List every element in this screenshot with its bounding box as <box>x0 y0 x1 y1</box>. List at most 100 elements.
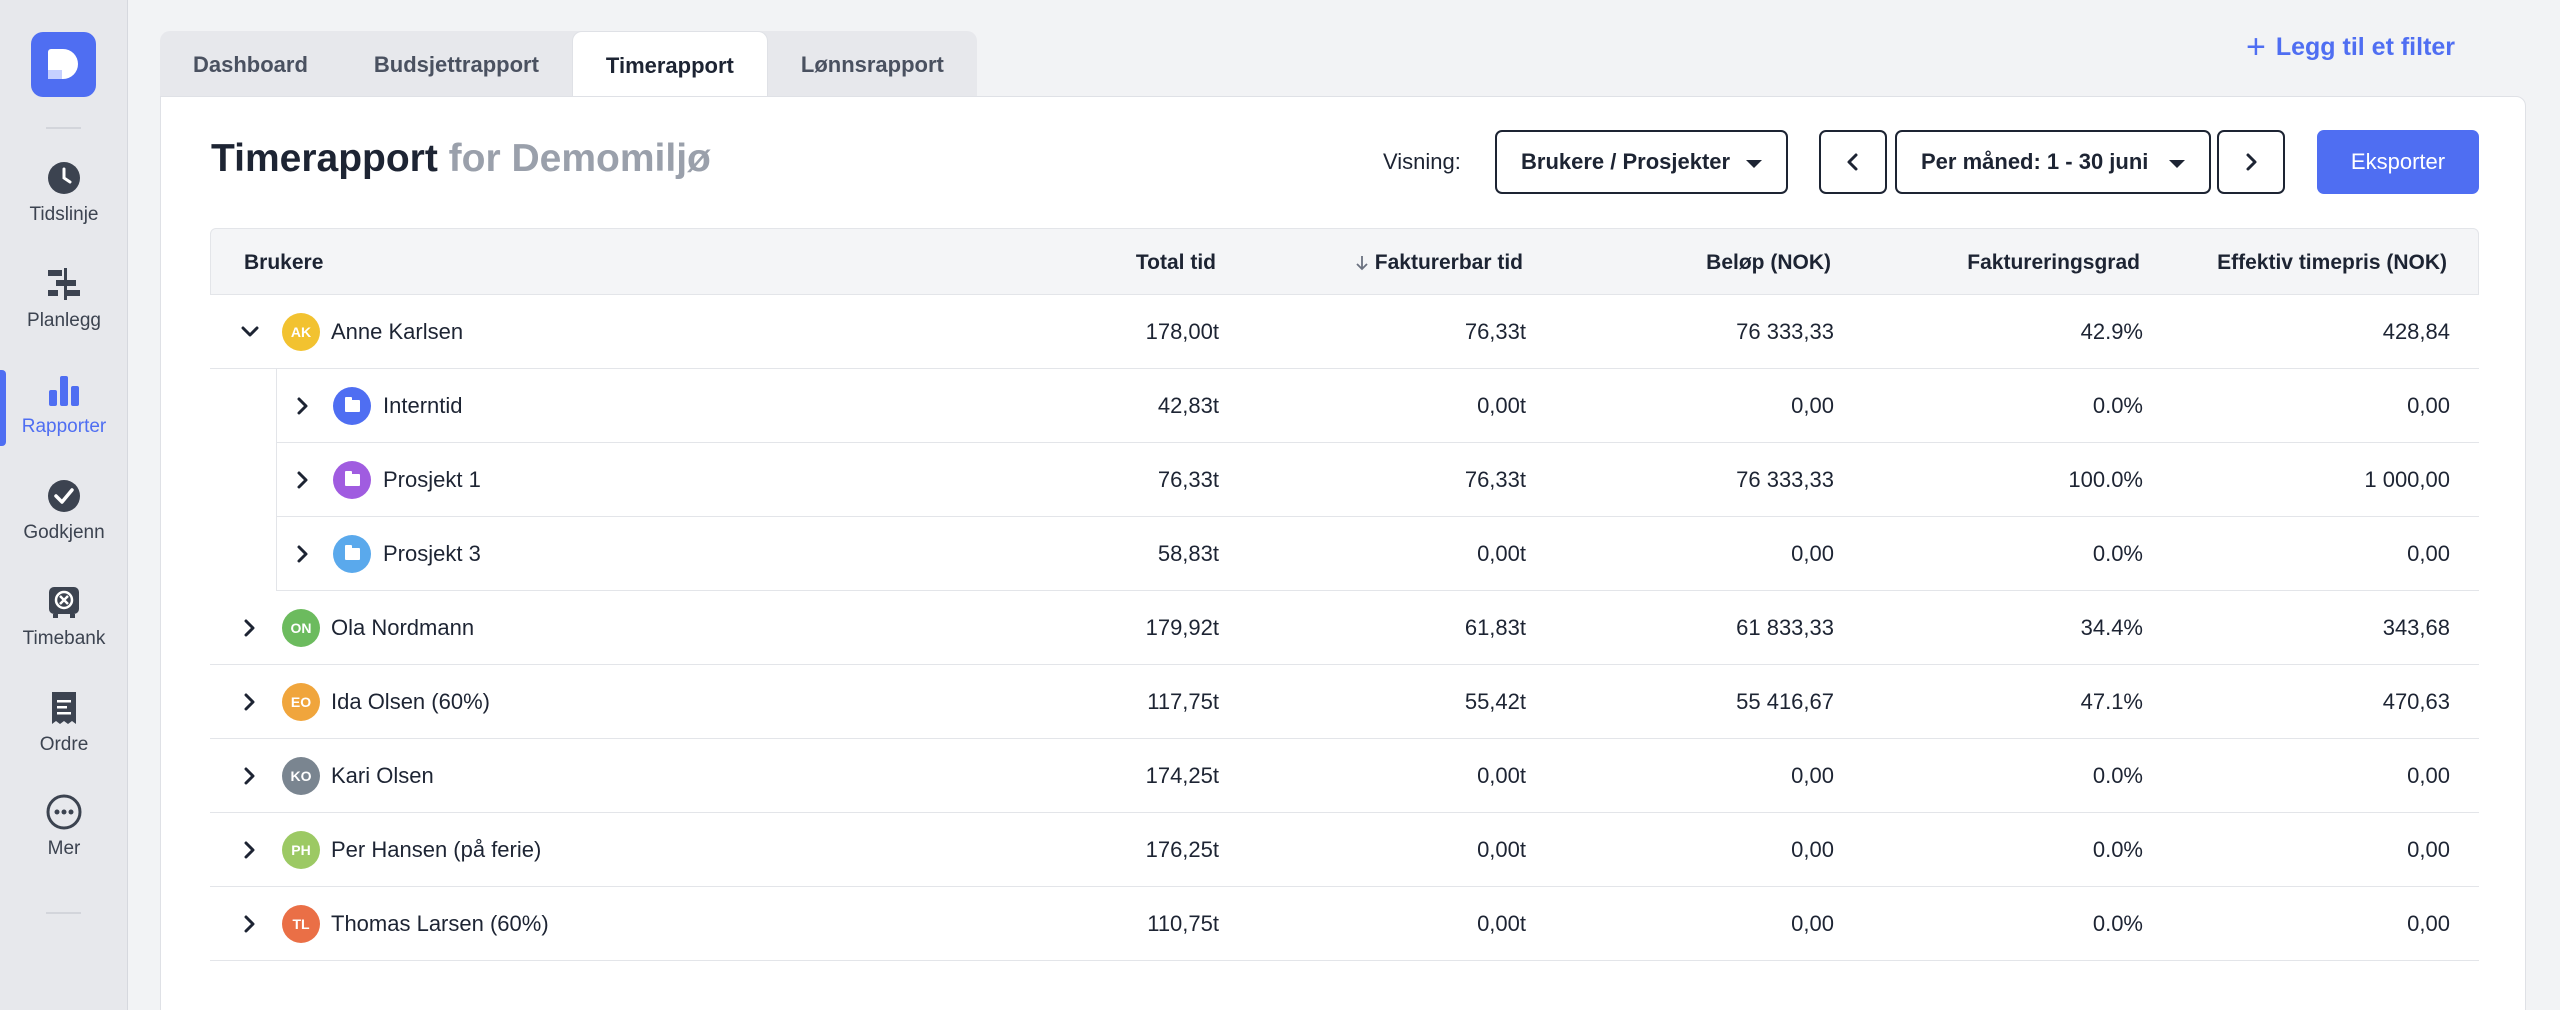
cell-billable: 61,83t <box>1464 615 1526 640</box>
folder-icon <box>333 535 371 573</box>
chevron-right-icon[interactable] <box>239 691 261 713</box>
sidebar-item-label: Rapporter <box>21 416 107 437</box>
report-tabs: Dashboard Budsjettrapport Timerapport Lønns… <box>160 31 977 97</box>
previous-period-button[interactable] <box>1819 130 1887 194</box>
cell-price: 0,00 <box>2407 763 2450 788</box>
cell-amount: 0,00 <box>1791 763 1834 788</box>
sidebar-item-tidslinje[interactable]: Tidslinje <box>0 146 128 246</box>
cell-billable: 0,00t <box>1477 393 1526 418</box>
cell-price: 0,00 <box>2407 541 2450 566</box>
column-header-1[interactable]: Brukere <box>244 229 323 296</box>
sidebar-item-mer[interactable]: Mer <box>0 780 128 880</box>
add-filter-button[interactable]: + Legg til et filter <box>2246 28 2455 67</box>
sidebar-divider <box>46 912 81 914</box>
project-row[interactable]: Interntid 42,83t 0,00t 0,00 0.0% 0,00 <box>276 369 2479 443</box>
cell-rate: 42.9% <box>2080 319 2143 344</box>
cell-amount: 61 833,33 <box>1736 615 1834 640</box>
table-body: AK Anne Karlsen 178,00t 76,33t 76 333,33 42.9… <box>210 295 2479 961</box>
user-row[interactable]: KO Kari Olsen 174,25t 0,00t 0,00 0.0% 0,00 <box>210 739 2479 813</box>
sidebar-item-planlegg[interactable]: Planlegg <box>0 252 128 352</box>
cell-rate: 47.1% <box>2080 689 2143 714</box>
cell-price: 0,00 <box>2407 837 2450 862</box>
folder-glyph <box>345 471 360 486</box>
avatar: PH <box>282 831 320 869</box>
tab-timerapport[interactable]: Timerapport <box>571 31 768 97</box>
cell-amount: 0,00 <box>1791 541 1834 566</box>
user-row[interactable]: TL Thomas Larsen (60%) 110,75t 0,00t 0,00 0.0… <box>210 887 2479 961</box>
cell-amount: 76 333,33 <box>1736 467 1834 492</box>
cell-rate: 0.0% <box>2092 837 2143 862</box>
user-row[interactable]: PH Per Hansen (på ferie) 176,25t 0,00t 0,00 0… <box>210 813 2479 887</box>
visning-label: Visning: <box>1383 149 1461 174</box>
bar-chart-icon <box>46 372 82 408</box>
cell-price: 1 000,00 <box>2364 467 2450 492</box>
app-logo[interactable] <box>31 32 96 97</box>
period-select[interactable]: Per måned: 1 - 30 juni <box>1895 130 2211 194</box>
user-row[interactable]: EO Ida Olsen (60%) 117,75t 55,42t 55 416,67 4… <box>210 665 2479 739</box>
project-row[interactable]: Prosjekt 1 76,33t 76,33t 76 333,33 100.0% 1 0… <box>276 443 2479 517</box>
project-row[interactable]: Prosjekt 3 58,83t 0,00t 0,00 0.0% 0,00 <box>276 517 2479 591</box>
cell-billable: 0,00t <box>1477 763 1526 788</box>
cell-billable: 0,00t <box>1477 837 1526 862</box>
sidebar-item-label: Mer <box>47 838 81 859</box>
user-name: Ola Nordmann <box>331 615 475 640</box>
chevron-right-icon[interactable] <box>239 839 261 861</box>
cell-total: 117,75t <box>1147 689 1219 714</box>
chevron-right-icon[interactable] <box>239 913 261 935</box>
more-icon <box>46 794 82 830</box>
chevron-right-icon[interactable] <box>292 543 314 565</box>
chevron-right-icon[interactable] <box>292 469 314 491</box>
sidebar-item-ordre[interactable]: Ordre <box>0 676 128 776</box>
cell-total: 179,92t <box>1145 615 1219 640</box>
avatar: AK <box>282 313 320 351</box>
chevron-down-icon[interactable] <box>239 321 261 343</box>
column-header-5[interactable]: Faktureringsgrad <box>1967 229 2140 296</box>
avatar: KO <box>282 757 320 795</box>
clock-icon <box>46 160 82 196</box>
column-header-2[interactable]: Total tid <box>1136 229 1216 296</box>
cell-rate: 100.0% <box>2068 467 2143 492</box>
cell-billable: 0,00t <box>1477 911 1526 936</box>
column-header-label: Beløp (NOK) <box>1706 251 1831 274</box>
plan-icon <box>46 266 82 302</box>
user-row[interactable]: ON Ola Nordmann 179,92t 61,83t 61 833,33 34.4… <box>210 591 2479 665</box>
tab-budsjettrapport[interactable]: Budsjettrapport <box>373 52 539 77</box>
sidebar-item-label: Tidslinje <box>29 204 99 225</box>
receipt-icon <box>46 690 82 726</box>
cell-amount: 76 333,33 <box>1736 319 1834 344</box>
add-filter-label: Legg til et filter <box>2275 33 2456 61</box>
sidebar: Tidslinje Planlegg Rapporter Godkjenn Timeba… <box>0 0 128 1010</box>
chevron-right-icon[interactable] <box>292 395 314 417</box>
view-select-value: Brukere / Prosjekter <box>1521 149 1731 174</box>
column-header-6[interactable]: Effektiv timepris (NOK) <box>2217 229 2447 296</box>
folder-icon <box>333 461 371 499</box>
chevron-left-icon <box>1847 153 1858 171</box>
user-row[interactable]: AK Anne Karlsen 178,00t 76,33t 76 333,33 42.9… <box>210 295 2479 369</box>
user-name: Per Hansen (på ferie) <box>331 837 542 862</box>
chevron-down-icon <box>2169 160 2185 168</box>
next-period-button[interactable] <box>2217 130 2285 194</box>
cell-rate: 34.4% <box>2080 615 2143 640</box>
cell-billable: 76,33t <box>1464 319 1526 344</box>
check-circle-icon <box>46 478 82 514</box>
sidebar-item-timebank[interactable]: Timebank <box>0 570 128 670</box>
cell-total: 110,75t <box>1147 911 1219 936</box>
cell-total: 176,25t <box>1145 837 1219 862</box>
cell-amount: 0,00 <box>1791 393 1834 418</box>
cell-billable: 76,33t <box>1464 467 1526 492</box>
chevron-right-icon[interactable] <box>239 617 261 639</box>
tab-lønnsrapport[interactable]: Lønnsrapport <box>800 52 944 77</box>
column-header-3[interactable]: Fakturerbar tid <box>1355 229 1523 296</box>
chevron-right-icon[interactable] <box>239 765 261 787</box>
view-select[interactable]: Brukere / Prosjekter <box>1495 130 1788 194</box>
tab-dashboard[interactable]: Dashboard <box>193 52 308 77</box>
cell-price: 428,84 <box>2382 319 2450 344</box>
cell-billable: 55,42t <box>1464 689 1526 714</box>
user-name: Ida Olsen (60%) <box>331 689 490 714</box>
sidebar-item-rapporter[interactable]: Rapporter <box>0 358 128 458</box>
export-button[interactable]: Eksporter <box>2317 130 2479 194</box>
sidebar-item-godkjenn[interactable]: Godkjenn <box>0 464 128 564</box>
cell-amount: 55 416,67 <box>1736 689 1834 714</box>
sidebar-item-label: Timebank <box>22 628 106 649</box>
column-header-4[interactable]: Beløp (NOK) <box>1706 229 1831 296</box>
